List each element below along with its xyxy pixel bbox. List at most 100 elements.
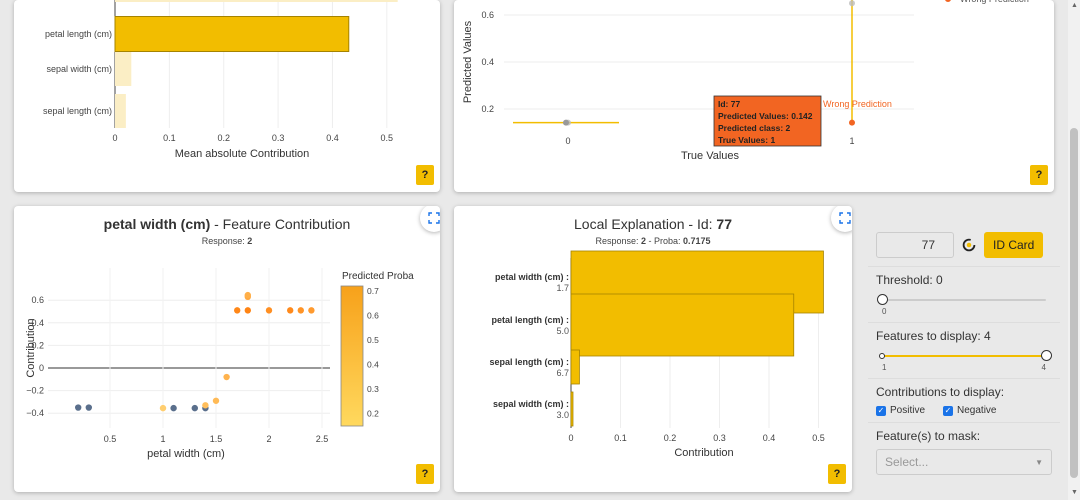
subtitle-proba: 0.7175 xyxy=(683,236,711,246)
data-point xyxy=(212,397,220,404)
subtitle-proba-label: - Proba: xyxy=(646,236,684,246)
category-value: 3.0 xyxy=(556,410,569,420)
x-tick-label: 0.5 xyxy=(381,133,394,143)
help-button[interactable]: ? xyxy=(828,464,846,484)
title-id: 77 xyxy=(716,216,732,232)
colorbar-tick-label: 0.6 xyxy=(367,310,379,320)
data-point xyxy=(159,404,167,412)
subtitle-label: Response: xyxy=(201,236,248,246)
check-icon: ✓ xyxy=(943,405,954,416)
refresh-icon[interactable] xyxy=(960,236,978,254)
y-tick-label: −0.2 xyxy=(26,386,44,396)
expand-icon xyxy=(839,212,851,224)
contributions-section: Contributions to display: ✓ Positive ✓ Neg… xyxy=(868,378,1060,422)
tooltip-line: True Values: 1 xyxy=(718,135,775,145)
threshold-section: Threshold: 0 0 xyxy=(868,266,1060,322)
tick-max: 4 xyxy=(1041,363,1046,372)
id-card-button[interactable]: ID Card xyxy=(984,232,1044,258)
colorbar xyxy=(340,285,364,427)
colorbar-tick-label: 0.4 xyxy=(367,360,379,370)
category-label: petal width (cm) : xyxy=(495,272,569,282)
feature-contribution-card: petal width (cm) - Feature Contribution … xyxy=(14,206,440,492)
slider-handle-max[interactable] xyxy=(1041,350,1052,361)
data-point xyxy=(234,307,241,314)
help-button[interactable]: ? xyxy=(416,165,434,185)
id-input[interactable]: 77 xyxy=(876,232,954,258)
data-point xyxy=(191,404,198,412)
x-tick-label: 0 xyxy=(565,136,570,146)
colorbar-tick-label: 0.5 xyxy=(367,335,379,345)
contribution-checkboxes: ✓ Positive ✓ Negative xyxy=(876,405,1052,416)
data-point xyxy=(75,404,82,411)
local-explanation-card: Local Explanation - Id: 77 Response: 2 -… xyxy=(454,206,852,492)
x-tick-label: 0.3 xyxy=(272,133,285,143)
scroll-thumb[interactable] xyxy=(1070,128,1078,478)
bar xyxy=(115,94,126,128)
y-tick-label: 0.4 xyxy=(31,318,44,328)
colorbar-tick-label: 0.3 xyxy=(367,384,379,394)
data-point xyxy=(170,404,177,412)
colorbar-tick-label: 0.7 xyxy=(367,286,379,296)
x-tick-label: 2.5 xyxy=(316,434,329,444)
x-tick-label: 0.1 xyxy=(614,433,627,443)
x-tick-label: 0 xyxy=(112,133,117,143)
scroll-down-icon[interactable]: ▼ xyxy=(1071,489,1078,496)
scroll-up-icon[interactable]: ▲ xyxy=(1071,2,1078,9)
page-scrollbar[interactable]: ▲ ▼ xyxy=(1068,0,1080,500)
id-row: 77 ID Card xyxy=(868,222,1060,266)
expand-button[interactable] xyxy=(831,206,852,232)
bar xyxy=(570,391,574,427)
bar xyxy=(115,0,398,2)
tooltip-line: Predicted Values: 0.142 xyxy=(718,111,813,121)
threshold-label: Threshold: 0 xyxy=(876,273,943,287)
x-axis-title: petal width (cm) xyxy=(147,448,225,460)
positive-checkbox[interactable]: ✓ Positive xyxy=(876,405,925,416)
category-label: sepal length (cm) : xyxy=(489,357,569,367)
negative-checkbox[interactable]: ✓ Negative xyxy=(943,405,996,416)
chart-title: Local Explanation - Id: 77 xyxy=(454,216,852,232)
y-tick-label: 0 xyxy=(39,363,44,373)
help-button[interactable]: ? xyxy=(1030,165,1048,185)
data-point xyxy=(297,307,304,314)
expand-icon xyxy=(428,212,440,224)
control-panel: 77 ID Card Threshold: 0 0 Features to di… xyxy=(868,222,1060,481)
select-placeholder: Select... xyxy=(885,455,929,469)
x-tick-label: 0.5 xyxy=(812,433,825,443)
x-tick-label: 0.2 xyxy=(217,133,230,143)
mask-label: Feature(s) to mask: xyxy=(876,429,981,443)
data-point xyxy=(287,307,294,314)
data-point xyxy=(265,307,273,314)
slider-ticks: 0 xyxy=(882,307,1046,316)
chevron-down-icon: ▼ xyxy=(1035,457,1043,467)
features-slider[interactable] xyxy=(879,349,1052,363)
slider-handle-min[interactable] xyxy=(879,353,885,359)
legend-marker xyxy=(945,0,951,2)
x-tick-label: 1 xyxy=(849,136,854,146)
x-tick-label: 1.5 xyxy=(210,434,223,444)
title-prefix: Local Explanation - Id: xyxy=(574,216,717,232)
x-tick-label: 0.4 xyxy=(326,133,339,143)
bar xyxy=(115,52,132,86)
x-tick-label: 0.1 xyxy=(163,133,176,143)
x-axis-title: True Values xyxy=(681,150,740,162)
positive-label: Positive xyxy=(890,405,926,416)
slider-handle[interactable] xyxy=(877,294,888,305)
subtitle-response-label: Response: xyxy=(595,236,641,246)
category-label: petal length (cm) xyxy=(45,29,112,39)
data-point xyxy=(202,402,209,409)
data-point xyxy=(244,291,251,299)
help-button[interactable]: ? xyxy=(416,464,434,484)
y-axis-title: Predicted Values xyxy=(462,20,474,103)
expand-button[interactable] xyxy=(420,206,440,232)
data-point xyxy=(308,307,315,314)
threshold-slider[interactable] xyxy=(877,293,1046,307)
category-label: sepal length (cm) xyxy=(43,106,112,116)
feature-contribution-chart: 0.6 0.4 0.2 0 −0.2 −0.4 0.5 1 1.5 2 2.5 petal width… xyxy=(25,268,414,460)
colorbar-tick-label: 0.2 xyxy=(367,409,379,419)
mask-select[interactable]: Select... ▼ xyxy=(876,449,1052,475)
contributions-label: Contributions to display: xyxy=(876,385,1005,399)
y-tick-label: −0.4 xyxy=(26,408,44,418)
title-feature: petal width (cm) xyxy=(103,216,211,232)
